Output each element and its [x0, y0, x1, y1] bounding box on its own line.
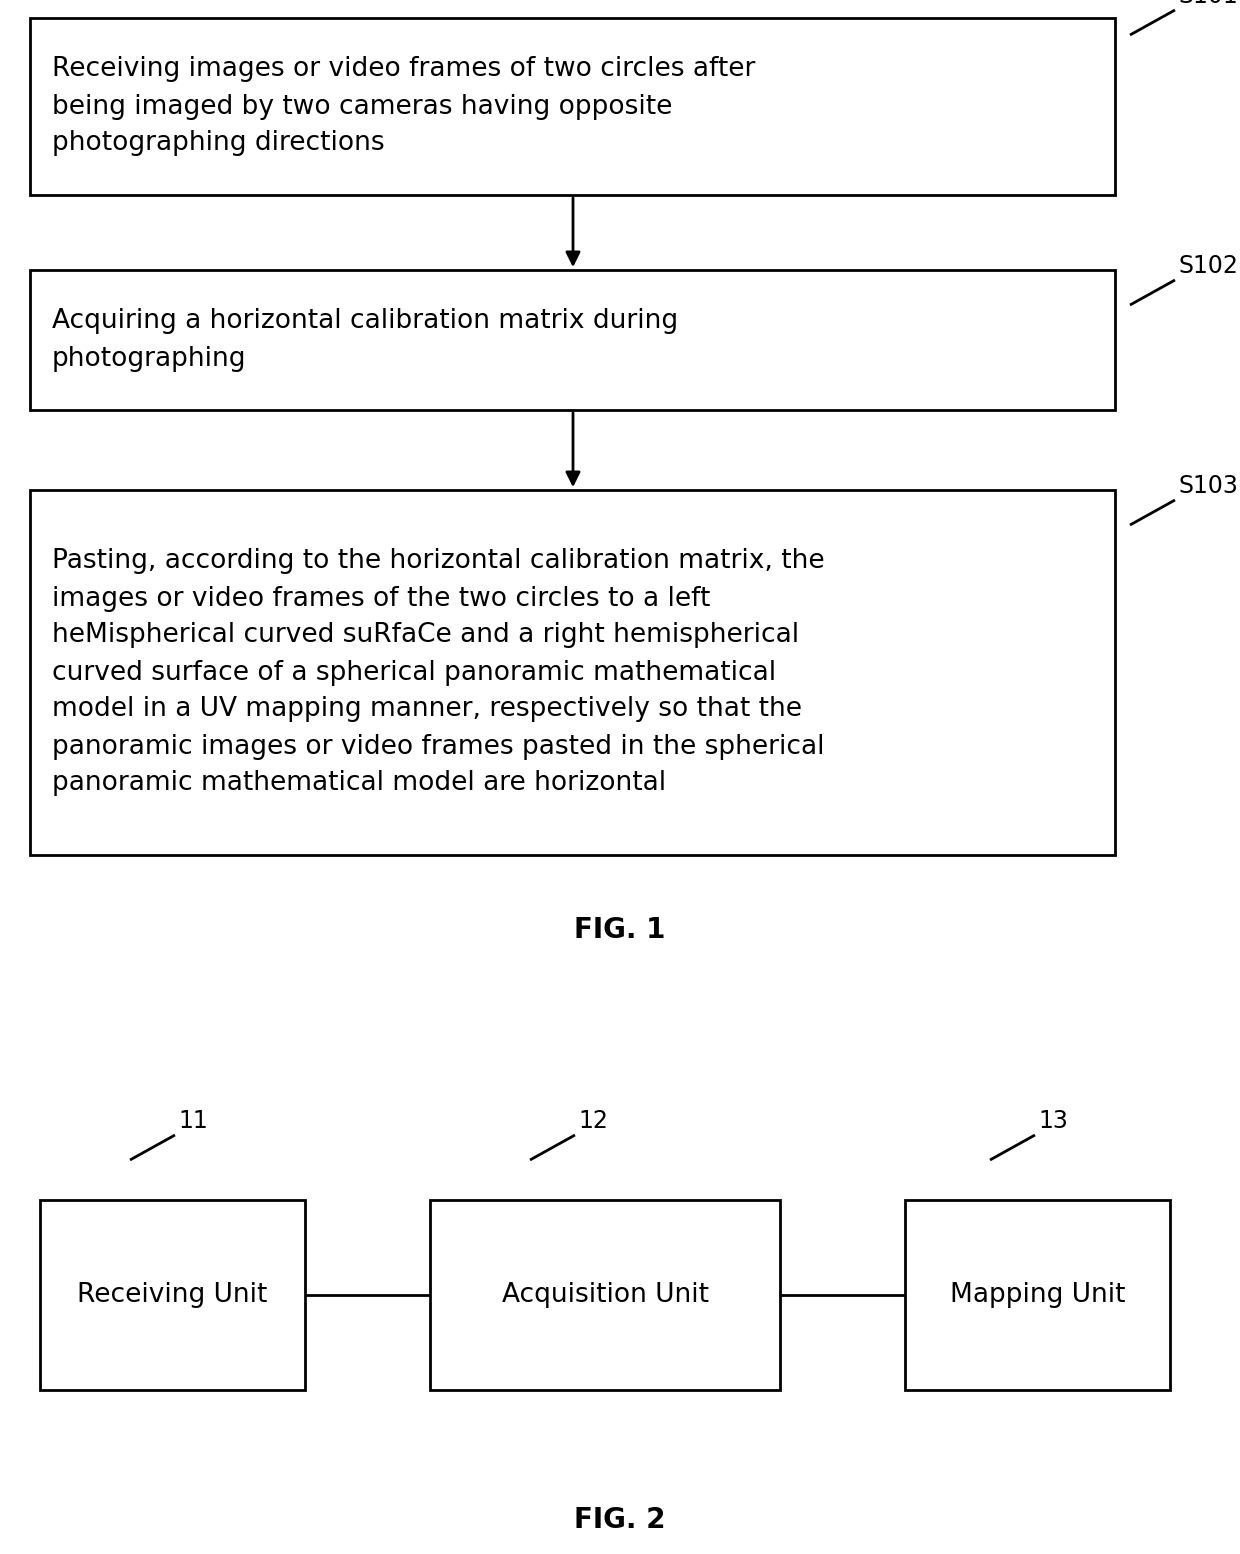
Text: S102: S102 [1178, 253, 1238, 278]
Text: Mapping Unit: Mapping Unit [950, 1282, 1125, 1308]
Text: 11: 11 [179, 1110, 208, 1133]
Text: 12: 12 [578, 1110, 608, 1133]
Text: Acquisition Unit: Acquisition Unit [501, 1282, 708, 1308]
Text: Receiving Unit: Receiving Unit [77, 1282, 268, 1308]
Text: FIG. 2: FIG. 2 [574, 1506, 666, 1534]
Text: FIG. 1: FIG. 1 [574, 915, 666, 943]
Text: Pasting, according to the horizontal calibration matrix, the
images or video fra: Pasting, according to the horizontal cal… [52, 549, 825, 797]
Bar [30, 19, 1115, 194]
Bar [30, 270, 1115, 410]
Bar [40, 1200, 305, 1389]
Bar [30, 490, 1115, 855]
Text: S103: S103 [1178, 474, 1238, 497]
Text: 13: 13 [1038, 1110, 1068, 1133]
Text: Receiving images or video frames of two circles after
being imaged by two camera: Receiving images or video frames of two … [52, 56, 755, 157]
Text: Acquiring a horizontal calibration matrix during
photographing: Acquiring a horizontal calibration matri… [52, 309, 678, 371]
Text: S101: S101 [1178, 0, 1238, 8]
Bar [430, 1200, 780, 1389]
Bar [905, 1200, 1171, 1389]
